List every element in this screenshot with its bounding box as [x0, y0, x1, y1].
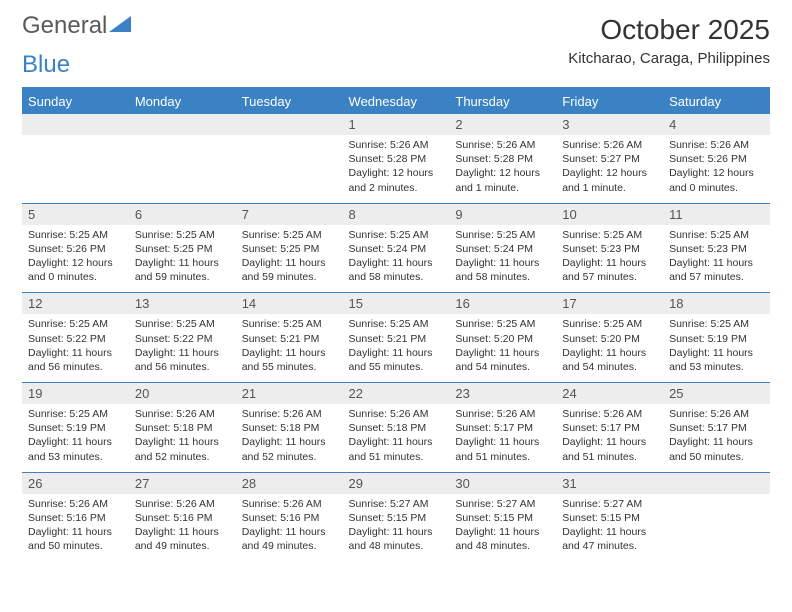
- day-data: Sunrise: 5:25 AM Sunset: 5:20 PM Dayligh…: [556, 314, 663, 382]
- day-number: 25: [663, 382, 770, 404]
- day-data: Sunrise: 5:26 AM Sunset: 5:18 PM Dayligh…: [129, 404, 236, 472]
- day-number: 19: [22, 382, 129, 404]
- day-data: Sunrise: 5:25 AM Sunset: 5:19 PM Dayligh…: [663, 314, 770, 382]
- day-data: Sunrise: 5:26 AM Sunset: 5:18 PM Dayligh…: [343, 404, 450, 472]
- day-number: 12: [22, 292, 129, 314]
- day-number: 20: [129, 382, 236, 404]
- day-number: 8: [343, 203, 450, 225]
- day-header: Thursday: [449, 89, 556, 114]
- daynum-row: 26 27 28 29 30 31: [22, 472, 770, 494]
- day-data: Sunrise: 5:26 AM Sunset: 5:27 PM Dayligh…: [556, 135, 663, 203]
- day-data: Sunrise: 5:25 AM Sunset: 5:19 PM Dayligh…: [22, 404, 129, 472]
- day-data: Sunrise: 5:25 AM Sunset: 5:23 PM Dayligh…: [556, 225, 663, 293]
- day-data: [663, 494, 770, 562]
- day-data: Sunrise: 5:26 AM Sunset: 5:26 PM Dayligh…: [663, 135, 770, 203]
- day-data: Sunrise: 5:26 AM Sunset: 5:17 PM Dayligh…: [663, 404, 770, 472]
- day-number: [129, 114, 236, 135]
- day-header: Monday: [129, 89, 236, 114]
- day-data: Sunrise: 5:25 AM Sunset: 5:24 PM Dayligh…: [449, 225, 556, 293]
- day-data: Sunrise: 5:26 AM Sunset: 5:18 PM Dayligh…: [236, 404, 343, 472]
- day-data: Sunrise: 5:26 AM Sunset: 5:16 PM Dayligh…: [236, 494, 343, 562]
- day-data: [22, 135, 129, 203]
- day-data: Sunrise: 5:25 AM Sunset: 5:22 PM Dayligh…: [129, 314, 236, 382]
- day-data: Sunrise: 5:26 AM Sunset: 5:28 PM Dayligh…: [449, 135, 556, 203]
- day-number: 28: [236, 472, 343, 494]
- logo-triangle-icon: [109, 16, 131, 37]
- day-data: Sunrise: 5:25 AM Sunset: 5:21 PM Dayligh…: [343, 314, 450, 382]
- day-number: 9: [449, 203, 556, 225]
- day-number: 1: [343, 114, 450, 135]
- data-row: Sunrise: 5:25 AM Sunset: 5:22 PM Dayligh…: [22, 314, 770, 382]
- day-data: Sunrise: 5:26 AM Sunset: 5:17 PM Dayligh…: [449, 404, 556, 472]
- day-header: Saturday: [663, 89, 770, 114]
- day-number: 31: [556, 472, 663, 494]
- logo-text-general: General: [22, 14, 107, 38]
- daynum-row: 5 6 7 8 9 10 11: [22, 203, 770, 225]
- day-number: 21: [236, 382, 343, 404]
- day-header: Friday: [556, 89, 663, 114]
- day-number: 26: [22, 472, 129, 494]
- day-data: Sunrise: 5:26 AM Sunset: 5:16 PM Dayligh…: [129, 494, 236, 562]
- day-data: [236, 135, 343, 203]
- day-data: Sunrise: 5:27 AM Sunset: 5:15 PM Dayligh…: [449, 494, 556, 562]
- day-data: Sunrise: 5:27 AM Sunset: 5:15 PM Dayligh…: [343, 494, 450, 562]
- page-title: October 2025: [568, 14, 770, 46]
- day-number: 22: [343, 382, 450, 404]
- data-row: Sunrise: 5:25 AM Sunset: 5:26 PM Dayligh…: [22, 225, 770, 293]
- day-number: 16: [449, 292, 556, 314]
- day-header: Tuesday: [236, 89, 343, 114]
- day-number: 5: [22, 203, 129, 225]
- day-number: 30: [449, 472, 556, 494]
- day-number: 7: [236, 203, 343, 225]
- day-data: Sunrise: 5:25 AM Sunset: 5:22 PM Dayligh…: [22, 314, 129, 382]
- day-number: 13: [129, 292, 236, 314]
- day-data: Sunrise: 5:25 AM Sunset: 5:23 PM Dayligh…: [663, 225, 770, 293]
- day-data: Sunrise: 5:25 AM Sunset: 5:26 PM Dayligh…: [22, 225, 129, 293]
- day-header: Wednesday: [343, 89, 450, 114]
- day-number: 10: [556, 203, 663, 225]
- day-number: 27: [129, 472, 236, 494]
- day-data: Sunrise: 5:25 AM Sunset: 5:20 PM Dayligh…: [449, 314, 556, 382]
- day-number: 24: [556, 382, 663, 404]
- day-number: 11: [663, 203, 770, 225]
- daynum-row: 19 20 21 22 23 24 25: [22, 382, 770, 404]
- day-data: Sunrise: 5:26 AM Sunset: 5:28 PM Dayligh…: [343, 135, 450, 203]
- day-number: 14: [236, 292, 343, 314]
- day-data: [129, 135, 236, 203]
- calendar: Sunday Monday Tuesday Wednesday Thursday…: [22, 87, 770, 561]
- day-data: Sunrise: 5:25 AM Sunset: 5:25 PM Dayligh…: [129, 225, 236, 293]
- day-number: 4: [663, 114, 770, 135]
- data-row: Sunrise: 5:25 AM Sunset: 5:19 PM Dayligh…: [22, 404, 770, 472]
- day-data: Sunrise: 5:25 AM Sunset: 5:25 PM Dayligh…: [236, 225, 343, 293]
- day-data: Sunrise: 5:25 AM Sunset: 5:21 PM Dayligh…: [236, 314, 343, 382]
- data-row: Sunrise: 5:26 AM Sunset: 5:16 PM Dayligh…: [22, 494, 770, 562]
- day-number: 2: [449, 114, 556, 135]
- day-number: [663, 472, 770, 494]
- day-number: 29: [343, 472, 450, 494]
- day-number: [236, 114, 343, 135]
- calendar-header-row: Sunday Monday Tuesday Wednesday Thursday…: [22, 89, 770, 114]
- day-number: 17: [556, 292, 663, 314]
- day-number: 18: [663, 292, 770, 314]
- day-number: 3: [556, 114, 663, 135]
- logo-text-blue: Blue: [22, 51, 770, 79]
- day-data: Sunrise: 5:27 AM Sunset: 5:15 PM Dayligh…: [556, 494, 663, 562]
- day-number: 6: [129, 203, 236, 225]
- day-data: Sunrise: 5:26 AM Sunset: 5:16 PM Dayligh…: [22, 494, 129, 562]
- data-row: Sunrise: 5:26 AM Sunset: 5:28 PM Dayligh…: [22, 135, 770, 203]
- logo: General: [22, 14, 131, 38]
- day-number: 15: [343, 292, 450, 314]
- day-number: [22, 114, 129, 135]
- day-data: Sunrise: 5:26 AM Sunset: 5:17 PM Dayligh…: [556, 404, 663, 472]
- daynum-row: 12 13 14 15 16 17 18: [22, 292, 770, 314]
- day-header: Sunday: [22, 89, 129, 114]
- day-data: Sunrise: 5:25 AM Sunset: 5:24 PM Dayligh…: [343, 225, 450, 293]
- day-number: 23: [449, 382, 556, 404]
- daynum-row: 1 2 3 4: [22, 114, 770, 135]
